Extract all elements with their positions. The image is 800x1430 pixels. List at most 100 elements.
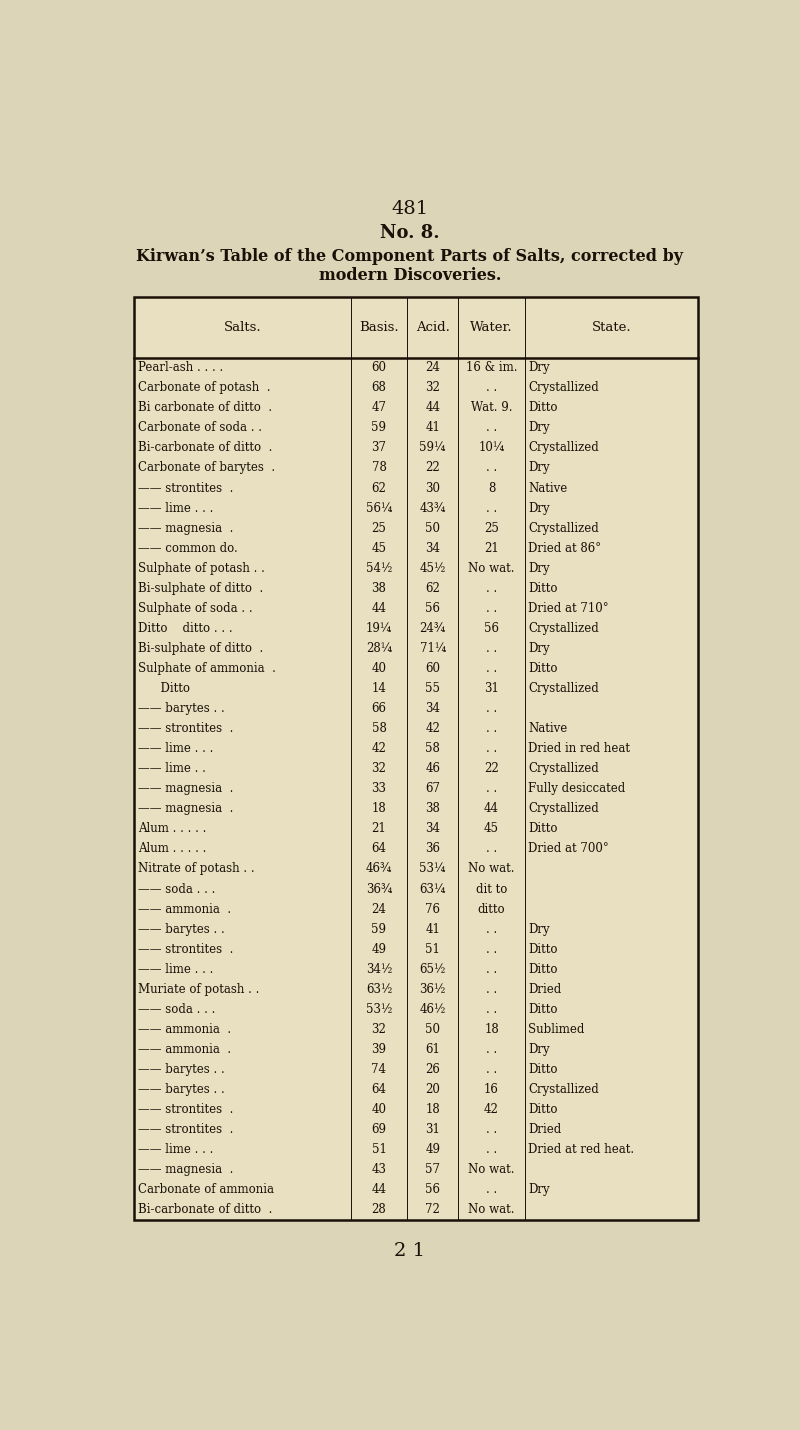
Text: 42: 42 xyxy=(371,742,386,755)
Text: 50: 50 xyxy=(425,522,440,535)
Text: 59¼: 59¼ xyxy=(419,442,446,455)
Text: Carbonate of potash  .: Carbonate of potash . xyxy=(138,382,270,395)
Text: Dried at 710°: Dried at 710° xyxy=(529,602,609,615)
Text: 18: 18 xyxy=(484,1022,499,1035)
Text: Sulphate of potash . .: Sulphate of potash . . xyxy=(138,562,265,575)
Text: 44: 44 xyxy=(425,402,440,415)
Text: 24¾: 24¾ xyxy=(419,622,446,635)
Text: —— strontites  .: —— strontites . xyxy=(138,482,233,495)
Text: 58: 58 xyxy=(425,742,440,755)
Text: Dried: Dried xyxy=(529,1123,562,1135)
Text: Crystallized: Crystallized xyxy=(529,382,599,395)
Text: Dry: Dry xyxy=(529,362,550,375)
Text: . .: . . xyxy=(486,1123,497,1135)
Text: 56: 56 xyxy=(425,1183,440,1197)
Text: Kirwan’s Table of the Component Parts of Salts, corrected by: Kirwan’s Table of the Component Parts of… xyxy=(137,247,683,265)
Text: Bi-sulphate of ditto  .: Bi-sulphate of ditto . xyxy=(138,582,263,595)
Text: . .: . . xyxy=(486,662,497,675)
Text: 58: 58 xyxy=(371,722,386,735)
Text: 39: 39 xyxy=(371,1042,386,1055)
Text: 20: 20 xyxy=(425,1083,440,1095)
Text: Ditto: Ditto xyxy=(529,962,558,975)
Text: Crystallized: Crystallized xyxy=(529,762,599,775)
Text: 56: 56 xyxy=(425,602,440,615)
Text: 42: 42 xyxy=(484,1103,499,1115)
Text: 38: 38 xyxy=(425,802,440,815)
Text: Native: Native xyxy=(529,482,568,495)
Text: —— lime . . .: —— lime . . . xyxy=(138,1143,213,1157)
Text: Dry: Dry xyxy=(529,502,550,515)
Text: 46: 46 xyxy=(425,762,440,775)
Text: 45: 45 xyxy=(484,822,499,835)
Text: 21: 21 xyxy=(372,822,386,835)
Text: —— ammonia  .: —— ammonia . xyxy=(138,1042,231,1055)
Text: 66: 66 xyxy=(371,702,386,715)
Text: . .: . . xyxy=(486,942,497,955)
Text: Wat. 9.: Wat. 9. xyxy=(470,402,512,415)
Text: 50: 50 xyxy=(425,1022,440,1035)
Text: 56: 56 xyxy=(484,622,499,635)
Text: modern Discoveries.: modern Discoveries. xyxy=(319,266,501,283)
Text: 37: 37 xyxy=(371,442,386,455)
Text: 33: 33 xyxy=(371,782,386,795)
Text: 59: 59 xyxy=(371,422,386,435)
Text: . .: . . xyxy=(486,722,497,735)
Text: Ditto: Ditto xyxy=(529,942,558,955)
Text: 62: 62 xyxy=(425,582,440,595)
Text: 24: 24 xyxy=(425,362,440,375)
Text: 28: 28 xyxy=(372,1203,386,1217)
Text: 36½: 36½ xyxy=(419,982,446,995)
Text: 60: 60 xyxy=(371,362,386,375)
Text: . .: . . xyxy=(486,422,497,435)
Text: —— magnesia  .: —— magnesia . xyxy=(138,1163,233,1177)
Text: Crystallized: Crystallized xyxy=(529,442,599,455)
Text: —— magnesia  .: —— magnesia . xyxy=(138,782,233,795)
Text: . .: . . xyxy=(486,1042,497,1055)
Text: —— soda . . .: —— soda . . . xyxy=(138,882,215,895)
Text: —— magnesia  .: —— magnesia . xyxy=(138,802,233,815)
Bar xyxy=(134,297,698,1220)
Text: 28¼: 28¼ xyxy=(366,642,392,655)
Text: Ditto    ditto . . .: Ditto ditto . . . xyxy=(138,622,233,635)
Text: . .: . . xyxy=(486,382,497,395)
Text: 46¾: 46¾ xyxy=(366,862,392,875)
Text: 36: 36 xyxy=(425,842,440,855)
Text: 36¾: 36¾ xyxy=(366,882,392,895)
Text: Salts.: Salts. xyxy=(224,320,262,335)
Text: Dry: Dry xyxy=(529,642,550,655)
Text: 68: 68 xyxy=(371,382,386,395)
Text: —— barytes . .: —— barytes . . xyxy=(138,922,225,935)
Text: —— magnesia  .: —— magnesia . xyxy=(138,522,233,535)
Text: Ditto: Ditto xyxy=(529,402,558,415)
Text: No wat.: No wat. xyxy=(468,1203,514,1217)
Text: 63½: 63½ xyxy=(366,982,392,995)
Text: 38: 38 xyxy=(371,582,386,595)
Text: 16: 16 xyxy=(484,1083,499,1095)
Text: —— ammonia  .: —— ammonia . xyxy=(138,902,231,915)
Text: Bi-carbonate of ditto  .: Bi-carbonate of ditto . xyxy=(138,1203,272,1217)
Text: . .: . . xyxy=(486,842,497,855)
Text: Crystallized: Crystallized xyxy=(529,522,599,535)
Text: 69: 69 xyxy=(371,1123,386,1135)
Text: 64: 64 xyxy=(371,1083,386,1095)
Text: Dried in red heat: Dried in red heat xyxy=(529,742,630,755)
Text: 21: 21 xyxy=(484,542,499,555)
Text: 481: 481 xyxy=(391,200,429,217)
Text: ditto: ditto xyxy=(478,902,506,915)
Text: 71¼: 71¼ xyxy=(419,642,446,655)
Text: 51: 51 xyxy=(425,942,440,955)
Text: Nitrate of potash . .: Nitrate of potash . . xyxy=(138,862,254,875)
Text: 76: 76 xyxy=(425,902,440,915)
Text: 42: 42 xyxy=(425,722,440,735)
Text: 18: 18 xyxy=(372,802,386,815)
Text: 22: 22 xyxy=(484,762,499,775)
Text: Alum . . . . .: Alum . . . . . xyxy=(138,842,206,855)
Text: 44: 44 xyxy=(484,802,499,815)
Text: 30: 30 xyxy=(425,482,440,495)
Text: —— ammonia  .: —— ammonia . xyxy=(138,1022,231,1035)
Text: 25: 25 xyxy=(484,522,499,535)
Text: . .: . . xyxy=(486,702,497,715)
Text: —— lime . . .: —— lime . . . xyxy=(138,502,213,515)
Text: . .: . . xyxy=(486,582,497,595)
Text: 65½: 65½ xyxy=(419,962,446,975)
